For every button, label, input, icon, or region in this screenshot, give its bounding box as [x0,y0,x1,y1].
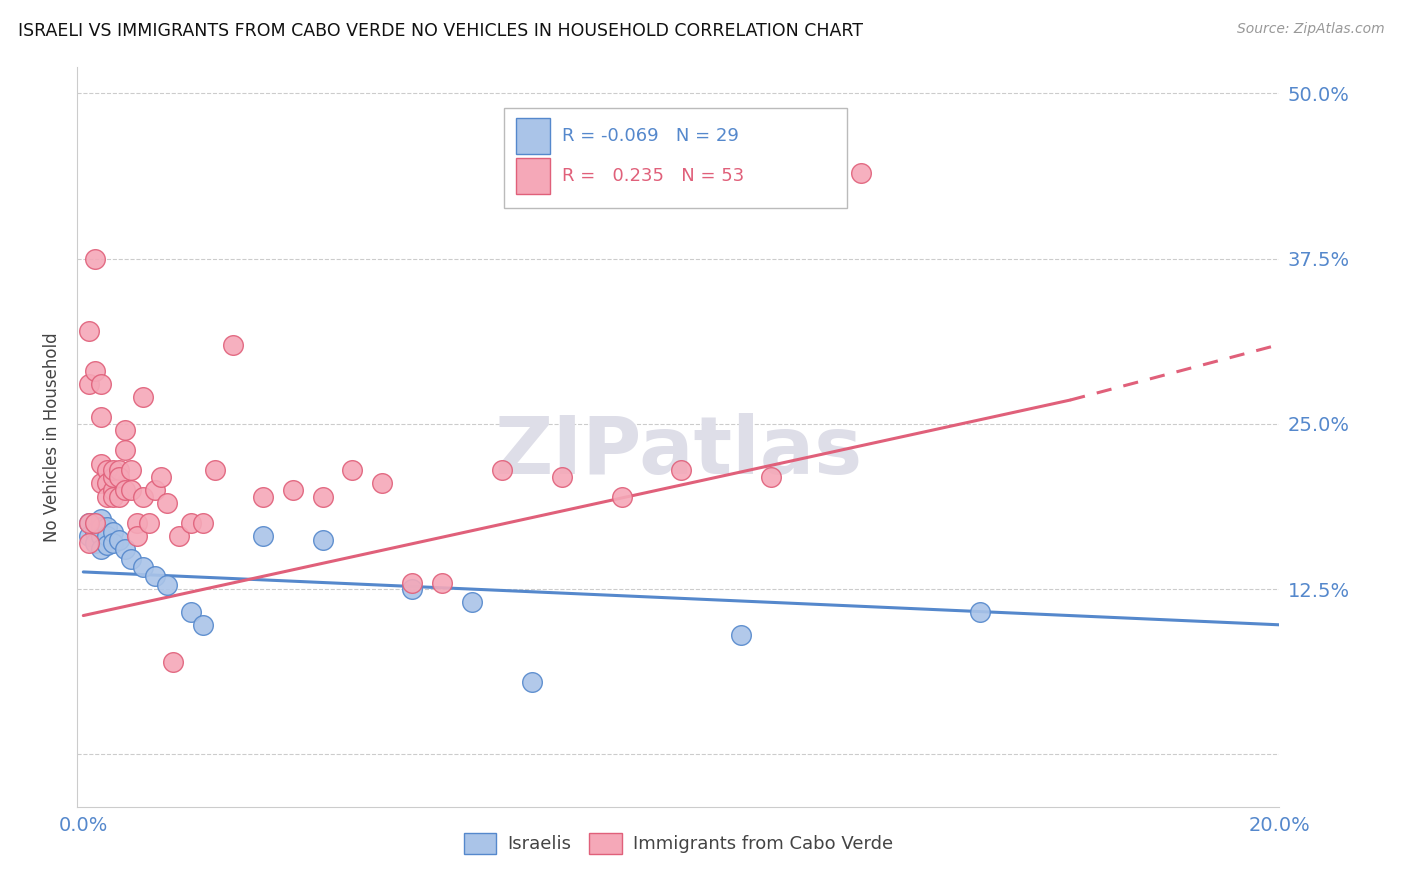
Point [103,469,125,483]
Point [430,575,453,590]
Legend: Israelis, Immigrants from Cabo Verde: Israelis, Immigrants from Cabo Verde [464,833,893,854]
Point [79,324,101,338]
Point [108,490,131,504]
Point [120,551,142,566]
Point [132,490,155,504]
Point [461,595,484,609]
Point [114,424,136,438]
Point [79,377,101,392]
Point [84,525,107,540]
Point [120,483,142,497]
Point [311,490,333,504]
Point [84,516,107,530]
Point [120,463,142,477]
Point [849,166,872,180]
Point [671,463,693,477]
Point [191,516,214,530]
Point [96,529,118,543]
Point [156,578,179,592]
Point [103,536,125,550]
Text: R = -0.069   N = 29: R = -0.069 N = 29 [562,127,738,145]
Y-axis label: No Vehicles in Household: No Vehicles in Household [44,332,62,542]
Point [108,533,131,548]
Text: R =   0.235   N = 53: R = 0.235 N = 53 [562,167,744,185]
Point [401,582,423,596]
Point [114,443,136,458]
Point [132,391,155,405]
Point [103,525,125,540]
Point [90,377,112,392]
Point [114,542,136,557]
Point [96,463,118,477]
Point [180,605,202,619]
Point [252,529,274,543]
Point [90,529,112,543]
Text: ZIPatlas: ZIPatlas [495,413,862,491]
Point [84,252,107,266]
Point [79,536,101,550]
Point [222,337,245,351]
Point [114,483,136,497]
Point [730,628,752,642]
Point [90,457,112,471]
Point [90,542,112,557]
Point [610,490,633,504]
Point [551,469,574,483]
FancyBboxPatch shape [505,108,846,208]
Point [79,516,101,530]
Point [150,469,173,483]
Point [371,476,394,491]
Point [79,516,101,530]
Point [132,559,155,574]
Text: ISRAELI VS IMMIGRANTS FROM CABO VERDE NO VEHICLES IN HOUSEHOLD CORRELATION CHART: ISRAELI VS IMMIGRANTS FROM CABO VERDE NO… [18,22,863,40]
Text: Source: ZipAtlas.com: Source: ZipAtlas.com [1237,22,1385,37]
Point [156,496,179,510]
Point [180,516,202,530]
Point [103,490,125,504]
Point [96,476,118,491]
Point [342,463,364,477]
Point [96,539,118,553]
Point [90,410,112,425]
Point [191,617,214,632]
Point [759,469,782,483]
Point [167,529,190,543]
FancyBboxPatch shape [516,158,550,194]
Point [281,483,304,497]
Point [969,605,991,619]
Point [127,529,149,543]
Point [252,490,274,504]
Point [204,463,226,477]
Point [90,520,112,534]
Point [84,516,107,530]
Point [491,463,513,477]
Point [143,483,166,497]
Point [138,516,160,530]
Point [108,463,131,477]
Point [96,490,118,504]
Point [103,463,125,477]
Point [162,655,184,669]
Point [96,520,118,534]
Point [79,529,101,543]
Point [90,512,112,526]
Point [520,674,543,689]
Point [84,536,107,550]
Point [103,483,125,497]
Point [90,476,112,491]
Point [311,533,333,548]
Point [401,575,423,590]
Point [108,469,131,483]
Point [143,569,166,583]
FancyBboxPatch shape [516,118,550,153]
Point [127,516,149,530]
Point [84,364,107,378]
